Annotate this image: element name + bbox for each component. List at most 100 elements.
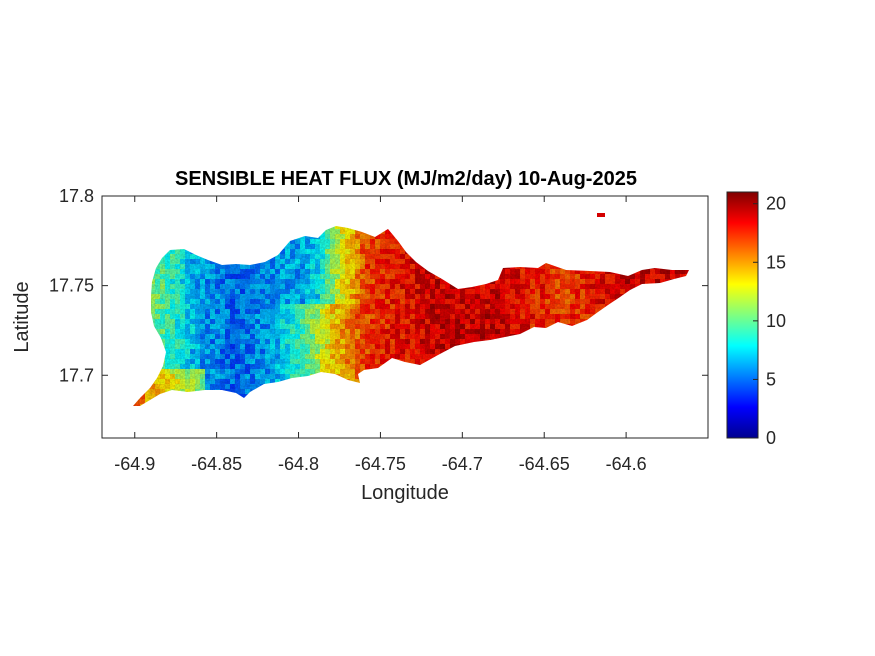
- heatmap-cell: [615, 234, 620, 239]
- heatmap-cell: [135, 274, 140, 279]
- heatmap-cell: [570, 259, 575, 264]
- heatmap-cell: [670, 339, 675, 344]
- heatmap-cell: [460, 394, 465, 399]
- heatmap-cell: [580, 394, 585, 399]
- heatmap-cell: [485, 409, 490, 414]
- heatmap-cell: [175, 226, 180, 229]
- heatmap-cell: [505, 394, 510, 399]
- heatmap-cell: [133, 299, 135, 304]
- heatmap-cell: [485, 244, 490, 249]
- heatmap-cell: [445, 399, 450, 404]
- heatmap-cell: [640, 299, 645, 304]
- heatmap-cell: [420, 404, 425, 406]
- heatmap-cell: [170, 404, 175, 406]
- heatmap-cell: [690, 304, 695, 309]
- heatmap-cell: [650, 294, 655, 299]
- heatmap-cell: [635, 364, 640, 369]
- heatmap-cell: [340, 404, 345, 406]
- heatmap-cell: [490, 359, 495, 364]
- heatmap-cell: [555, 226, 560, 229]
- heatmap-cell: [690, 399, 695, 404]
- heatmap-cell: [570, 229, 575, 234]
- heatmap-cell: [505, 249, 510, 254]
- heatmap-cell: [635, 264, 640, 269]
- heatmap-cell: [465, 279, 470, 284]
- heatmap-cell: [645, 329, 650, 334]
- heatmap-cell: [645, 404, 650, 406]
- heatmap-cell: [680, 389, 685, 394]
- heatmap-cell: [590, 254, 595, 259]
- heatmap-cell: [140, 226, 145, 229]
- heatmap-cell: [640, 294, 645, 299]
- heatmap-cell: [255, 389, 260, 394]
- heatmap-cell: [495, 354, 500, 359]
- heatmap-cell: [615, 339, 620, 344]
- heatmap-cell: [620, 229, 625, 234]
- heatmap-cell: [675, 349, 680, 354]
- heatmap-cell: [400, 374, 405, 379]
- heatmap-cell: [225, 254, 230, 259]
- heatmap-cell: [555, 239, 560, 244]
- heatmap-cell: [610, 304, 615, 309]
- heatmap-cell: [545, 226, 550, 229]
- heatmap-cell: [615, 269, 620, 274]
- heatmap-cell: [445, 379, 450, 384]
- heatmap-cell: [490, 394, 495, 399]
- heatmap-cell: [555, 249, 560, 254]
- heatmap-cell: [570, 364, 575, 369]
- heatmap-cell: [630, 229, 635, 234]
- heatmap-cell: [605, 349, 610, 354]
- heatmap-cell: [635, 304, 640, 309]
- heatmap-cell: [215, 239, 220, 244]
- heatmap-cell: [590, 234, 595, 239]
- heatmap-cell: [380, 404, 385, 406]
- heatmap-cell: [475, 244, 480, 249]
- heatmap-cell: [675, 226, 680, 229]
- heatmap-cell: [665, 319, 670, 324]
- heatmap-cell: [590, 259, 595, 264]
- heatmap-cell: [175, 399, 180, 404]
- heatmap-cell: [465, 374, 470, 379]
- heatmap-cell: [305, 399, 310, 404]
- heatmap-cell: [690, 374, 695, 379]
- heatmap-cell: [530, 334, 535, 339]
- heatmap-cell: [665, 354, 670, 359]
- heatmap-cell: [140, 364, 145, 369]
- heatmap-cell: [480, 394, 485, 399]
- heatmap-cell: [565, 384, 570, 389]
- heatmap-cell: [195, 229, 200, 234]
- heatmap-cell: [475, 384, 480, 389]
- heatmap-cell: [575, 374, 580, 379]
- x-tick-label: -64.65: [519, 454, 570, 474]
- heatmap-cell: [480, 254, 485, 259]
- heatmap-cell: [615, 324, 620, 329]
- heatmap-cell: [445, 244, 450, 249]
- heatmap-cell: [490, 389, 495, 394]
- heatmap-cell: [420, 234, 425, 239]
- heatmap-cell: [525, 369, 530, 374]
- heatmap-cell: [625, 304, 630, 309]
- heatmap-cell: [415, 369, 420, 374]
- heatmap-cell: [365, 374, 370, 379]
- heatmap-cell: [615, 226, 620, 229]
- heatmap-cell: [575, 249, 580, 254]
- heatmap-cell: [410, 244, 415, 249]
- heatmap-cell: [445, 359, 450, 364]
- heatmap-cell: [650, 309, 655, 314]
- colorbar-tick-label: 15: [766, 252, 786, 272]
- heatmap-cell: [195, 404, 200, 406]
- heatmap-cell: [585, 404, 590, 406]
- heatmap-cell: [510, 364, 515, 369]
- heatmap-cell: [315, 409, 320, 414]
- heatmap-cell: [595, 249, 600, 254]
- heatmap-cell: [165, 399, 170, 404]
- heatmap-cell: [680, 409, 685, 414]
- heatmap-cell: [680, 249, 685, 254]
- heatmap-cell: [195, 249, 200, 254]
- heatmap-cell: [650, 284, 655, 289]
- heatmap-cell: [395, 234, 400, 239]
- heatmap-cell: [515, 359, 520, 364]
- heatmap-cell: [355, 226, 360, 229]
- heatmap-cell: [645, 294, 650, 299]
- heatmap-cell: [620, 249, 625, 254]
